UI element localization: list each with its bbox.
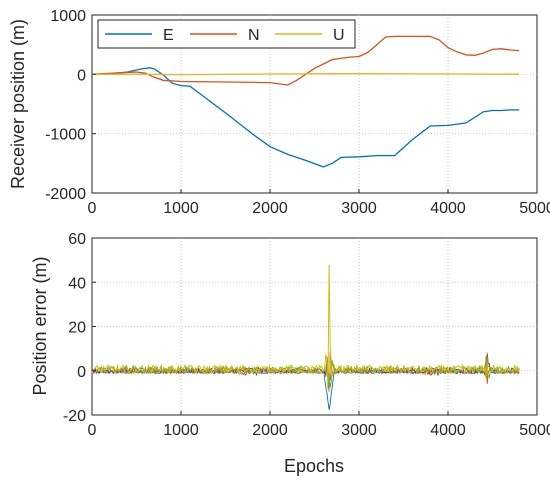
- position-chart-series: [91, 35, 520, 168]
- position-chart-y-tick-label: 0: [77, 67, 86, 84]
- legend: E N U: [97, 19, 356, 49]
- error-chart-x-tick-label: 2000: [252, 422, 288, 439]
- position-chart-y-tick-label: 1000: [50, 8, 86, 25]
- error-chart-x-label: Epochs: [284, 456, 344, 476]
- position-chart-y-tick-label: -2000: [45, 186, 86, 203]
- position-chart-y-tick-label: -1000: [45, 127, 86, 144]
- error-chart-x-tick-label: 3000: [341, 422, 377, 439]
- error-chart-x-tick-label: 0: [88, 422, 97, 439]
- position-chart-ticks: 0 1000 2000 3000 4000 5000 -2000 -1000 0 1000: [45, 8, 550, 217]
- series-line-n: [91, 35, 520, 86]
- error-series-line: [91, 264, 520, 383]
- error-chart-y-tick-label: 60: [68, 231, 86, 248]
- series-line-u: [91, 73, 520, 76]
- position-chart: 0 1000 2000 3000 4000 5000 -2000 -1000 0 1000 Rec…: [8, 8, 550, 217]
- error-chart-y-tick-label: -20: [63, 408, 86, 425]
- position-chart-y-label: Receiver position (m): [8, 19, 28, 189]
- position-chart-x-tick-label: 0: [88, 200, 97, 217]
- position-chart-x-tick-label: 5000: [519, 200, 550, 217]
- legend-label-e: E: [163, 27, 174, 44]
- error-chart-x-tick-label: 5000: [519, 422, 550, 439]
- position-chart-x-tick-label: 2000: [252, 200, 288, 217]
- position-chart-x-tick-label: 1000: [163, 200, 199, 217]
- error-chart-y-tick-label: 40: [68, 275, 86, 292]
- error-chart-series: [91, 264, 520, 410]
- error-chart-x-tick-label: 1000: [163, 422, 199, 439]
- error-chart-y-tick-label: 20: [68, 320, 86, 337]
- position-chart-x-tick-label: 4000: [430, 200, 466, 217]
- legend-label-n: N: [248, 27, 260, 44]
- position-chart-x-tick-label: 3000: [341, 200, 377, 217]
- error-chart-y-tick-label: 0: [77, 364, 86, 381]
- error-chart-y-label: Position error (m): [30, 256, 50, 395]
- legend-label-u: U: [333, 27, 345, 44]
- series-line-e: [91, 67, 520, 168]
- error-chart-x-tick-label: 4000: [430, 422, 466, 439]
- error-series-line: [91, 356, 520, 389]
